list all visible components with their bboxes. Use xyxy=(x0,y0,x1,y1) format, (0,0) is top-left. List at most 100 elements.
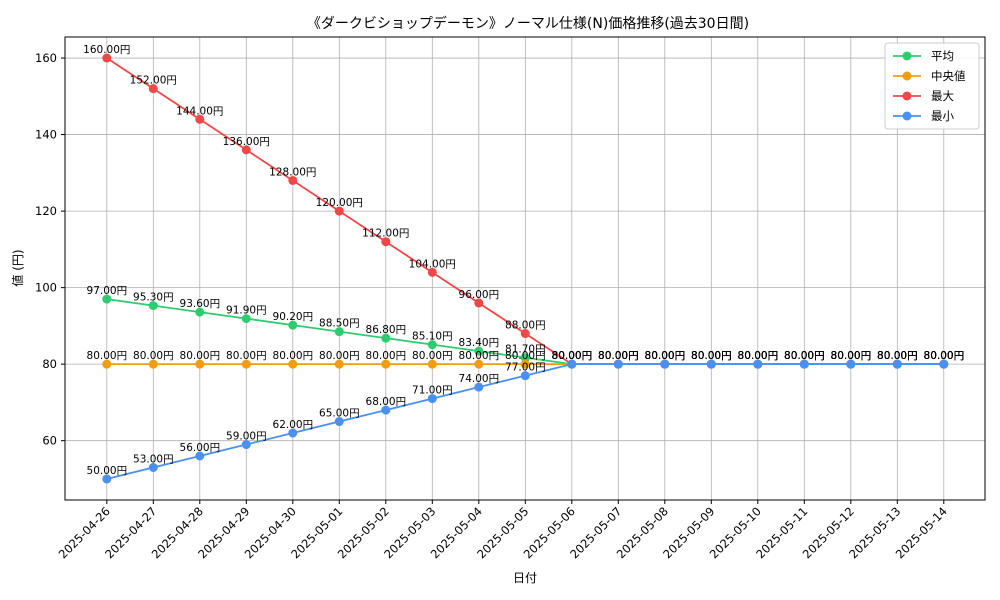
data-label: 80.00円 xyxy=(738,350,779,362)
legend-label: 最小 xyxy=(931,109,954,123)
data-label: 80.00円 xyxy=(645,350,686,362)
data-point xyxy=(846,359,856,369)
data-label: 80.00円 xyxy=(319,350,360,362)
data-label: 97.00円 xyxy=(87,285,128,297)
data-label: 120.00円 xyxy=(316,197,363,209)
data-label: 80.00円 xyxy=(180,350,221,362)
data-label: 77.00円 xyxy=(505,362,546,374)
data-label: 85.10円 xyxy=(412,331,453,343)
data-label: 104.00円 xyxy=(409,258,456,270)
data-point xyxy=(241,145,251,155)
data-point xyxy=(427,359,437,369)
data-label: 96.00円 xyxy=(459,289,500,301)
data-point xyxy=(148,301,158,311)
data-point xyxy=(288,359,298,369)
data-point xyxy=(334,417,344,427)
data-point xyxy=(288,320,298,330)
legend-marker xyxy=(902,71,912,81)
data-label: 93.60円 xyxy=(180,298,221,310)
data-label: 65.00円 xyxy=(319,408,360,420)
data-point xyxy=(474,382,484,392)
x-axis-label: 日付 xyxy=(513,571,537,585)
data-label: 80.00円 xyxy=(552,350,593,362)
data-point xyxy=(474,298,484,308)
data-label: 80.00円 xyxy=(738,350,779,362)
data-label: 80.00円 xyxy=(691,350,732,362)
data-label: 80.00円 xyxy=(831,350,872,362)
data-label: 80.00円 xyxy=(784,350,825,362)
data-label: 80.00円 xyxy=(738,350,779,362)
data-label: 80.00円 xyxy=(87,350,128,362)
y-tick-label: 100 xyxy=(35,281,57,295)
data-point xyxy=(567,359,577,369)
data-point xyxy=(427,267,437,277)
data-label: 91.90円 xyxy=(226,305,267,317)
data-point xyxy=(288,175,298,185)
data-label: 80.00円 xyxy=(831,350,872,362)
data-label: 112.00円 xyxy=(362,228,409,240)
data-label: 62.00円 xyxy=(273,419,314,431)
data-point xyxy=(195,114,205,124)
data-label: 80.00円 xyxy=(877,350,918,362)
data-label: 80.00円 xyxy=(459,350,500,362)
data-label: 80.00円 xyxy=(598,350,639,362)
data-point xyxy=(102,474,112,484)
legend-label: 中央値 xyxy=(931,69,966,83)
data-point xyxy=(381,359,391,369)
data-label: 152.00円 xyxy=(130,75,177,87)
data-label: 80.00円 xyxy=(691,350,732,362)
data-point xyxy=(288,428,298,438)
data-point xyxy=(381,237,391,247)
data-point xyxy=(381,333,391,343)
data-point xyxy=(241,440,251,450)
data-point xyxy=(241,314,251,324)
data-label: 80.00円 xyxy=(831,350,872,362)
y-tick-label: 160 xyxy=(35,51,57,65)
data-point xyxy=(520,371,530,381)
data-label: 80.00円 xyxy=(273,350,314,362)
data-label: 59.00円 xyxy=(226,431,267,443)
data-labels: 97.00円 95.30円 93.60円 91.90円 90.20円 88.50円 86.8… xyxy=(83,44,964,477)
data-label: 71.00円 xyxy=(412,385,453,397)
data-point xyxy=(148,359,158,369)
data-label: 80.00円 xyxy=(784,350,825,362)
data-label: 90.20円 xyxy=(273,311,314,323)
data-point xyxy=(195,359,205,369)
data-label: 80.00円 xyxy=(133,350,174,362)
data-label: 80.00円 xyxy=(831,350,872,362)
data-point xyxy=(706,359,716,369)
data-label: 68.00円 xyxy=(366,396,407,408)
data-label: 80.00円 xyxy=(598,350,639,362)
data-label: 80.00円 xyxy=(877,350,918,362)
data-label: 80.00円 xyxy=(645,350,686,362)
data-label: 128.00円 xyxy=(269,166,316,178)
data-label: 53.00円 xyxy=(133,453,174,465)
data-label: 136.00円 xyxy=(223,136,270,148)
data-label: 80.00円 xyxy=(552,350,593,362)
series-layer xyxy=(102,53,949,484)
data-label: 80.00円 xyxy=(645,350,686,362)
data-label: 80.00円 xyxy=(412,350,453,362)
data-label: 80.00円 xyxy=(226,350,267,362)
data-label: 80.00円 xyxy=(598,350,639,362)
data-point xyxy=(195,451,205,461)
legend-label: 平均 xyxy=(931,49,954,63)
data-label: 80.00円 xyxy=(738,350,779,362)
data-label: 80.00円 xyxy=(924,350,965,362)
data-label: 80.00円 xyxy=(505,350,546,362)
data-point xyxy=(381,405,391,415)
data-point xyxy=(102,294,112,304)
data-label: 83.40円 xyxy=(459,337,500,349)
y-tick-label: 80 xyxy=(42,357,57,371)
data-label: 88.50円 xyxy=(319,318,360,330)
data-label: 88.00円 xyxy=(505,320,546,332)
x-axis-ticks: 2025-04-262025-04-272025-04-282025-04-29… xyxy=(56,500,950,561)
data-point xyxy=(427,394,437,404)
data-point xyxy=(102,359,112,369)
data-point xyxy=(520,359,530,369)
data-point xyxy=(892,359,902,369)
y-tick-label: 60 xyxy=(42,434,57,448)
data-label: 80.00円 xyxy=(691,350,732,362)
data-label: 80.00円 xyxy=(924,350,965,362)
